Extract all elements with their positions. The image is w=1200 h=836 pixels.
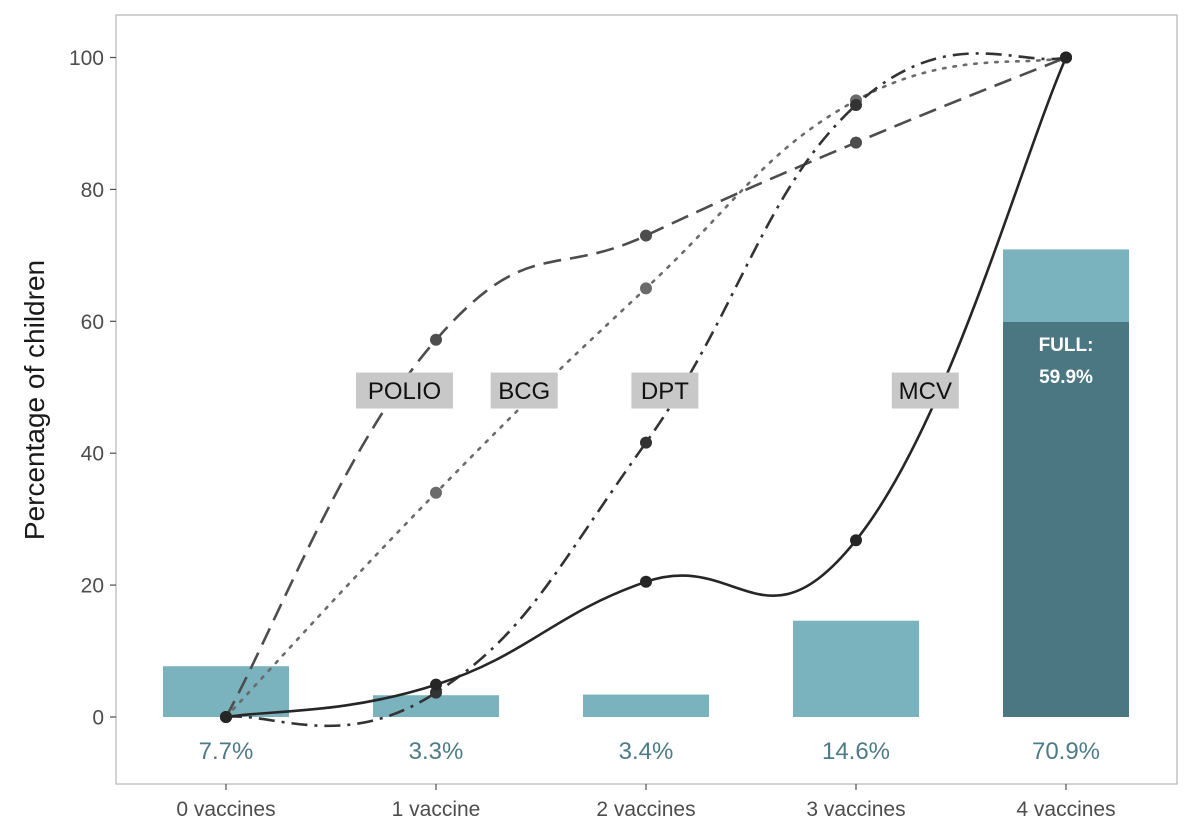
point-polio-1	[430, 333, 442, 346]
y-tick-label-0: 0	[92, 707, 104, 730]
point-mcv-1	[430, 678, 442, 691]
bar-value-label-3: 14.6%	[822, 738, 890, 765]
point-polio-2	[640, 229, 652, 242]
bar-1	[373, 695, 499, 717]
series-tag-box-bcg	[490, 372, 558, 409]
bar-3	[793, 620, 919, 717]
full-label-line2: 59.9%	[1039, 367, 1093, 388]
x-tick-label-2: 2 vaccines	[596, 798, 695, 821]
y-tick-label-80: 80	[81, 179, 104, 202]
full-label-line1: FULL:	[1039, 335, 1094, 356]
point-mcv-3	[850, 534, 862, 547]
y-tick-label-40: 40	[81, 443, 104, 466]
point-mcv-0	[220, 711, 232, 723]
series-tag-label-polio: POLIO	[368, 378, 441, 405]
bar-value-label-1: 3.3%	[409, 738, 464, 765]
series-line-dpt	[225, 52, 1067, 728]
series-line-mcv	[225, 56, 1068, 719]
full-vaccination-bar	[1003, 321, 1129, 717]
x-tick-label-1: 1 vaccine	[392, 798, 481, 821]
point-mcv-2	[640, 575, 652, 588]
series-tag-box-polio	[356, 372, 453, 409]
lines-layer	[224, 52, 1068, 728]
y-tick-label-100: 100	[69, 47, 104, 70]
y-axis-title: Percentage of children	[19, 260, 50, 540]
bars-layer	[163, 249, 1129, 718]
series-tags-layer: POLIO BCG DPT MCV	[356, 372, 959, 409]
bar-value-label-0: 7.7%	[199, 738, 254, 765]
series-tag-label-bcg: BCG	[498, 378, 550, 405]
series-line-polio	[224, 56, 1067, 718]
point-dpt-3	[850, 98, 862, 111]
bar-value-label-2: 3.4%	[619, 738, 674, 765]
text-layer: 7.7% 3.3% 3.4% 14.6% 70.9% FULL: 59.9%	[199, 335, 1100, 765]
bar-2	[583, 694, 709, 717]
y-tick-label-60: 60	[81, 311, 104, 334]
x-tick-label-4: 4 vaccines	[1016, 798, 1115, 821]
x-tick-label-3: 3 vaccines	[806, 798, 905, 821]
series-tag-box-mcv	[891, 372, 959, 409]
series-line-bcg	[224, 56, 1068, 719]
series-tag-label-mcv: MCV	[899, 378, 952, 405]
point-bcg-2	[640, 282, 652, 295]
bar-value-label-4: 70.9%	[1032, 738, 1100, 765]
series-tag-box-dpt	[631, 372, 699, 409]
axes-layer: 0 20 40 60 80 100 0 vaccines 1 vaccine 2 vaccine…	[69, 47, 1116, 821]
series-tag-label-dpt: DPT	[641, 378, 689, 405]
point-polio-3	[850, 136, 862, 149]
point-bcg-1	[430, 486, 442, 499]
y-tick-label-20: 20	[81, 575, 104, 598]
x-tick-label-0: 0 vaccines	[176, 798, 275, 821]
bar-0	[163, 666, 289, 717]
points-layer	[220, 51, 1072, 723]
point-dpt-2	[640, 436, 652, 449]
point-mcv-4	[1060, 51, 1072, 64]
